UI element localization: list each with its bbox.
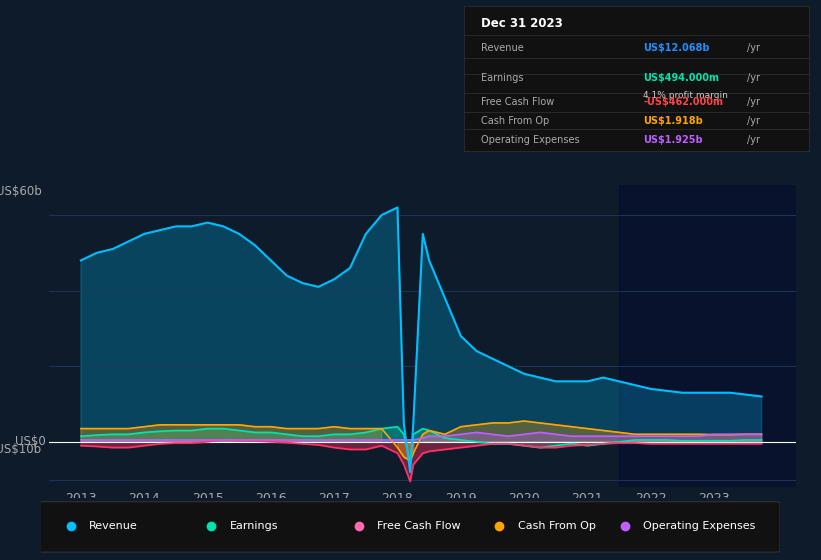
Text: US$12.068b: US$12.068b	[643, 43, 709, 53]
Text: -US$10b: -US$10b	[0, 443, 42, 456]
Text: 4.1% profit margin: 4.1% profit margin	[643, 91, 728, 100]
Text: Operating Expenses: Operating Expenses	[644, 521, 755, 531]
Text: Earnings: Earnings	[481, 73, 524, 83]
Text: Free Cash Flow: Free Cash Flow	[481, 97, 554, 108]
Text: /yr: /yr	[746, 97, 759, 108]
Text: US$1.918b: US$1.918b	[643, 115, 703, 125]
Text: Revenue: Revenue	[89, 521, 138, 531]
Text: Free Cash Flow: Free Cash Flow	[378, 521, 461, 531]
Text: /yr: /yr	[746, 115, 759, 125]
Text: US$0: US$0	[15, 435, 45, 449]
Text: Revenue: Revenue	[481, 43, 524, 53]
Text: Operating Expenses: Operating Expenses	[481, 134, 580, 144]
Text: US$1.925b: US$1.925b	[643, 134, 703, 144]
Text: /yr: /yr	[746, 43, 759, 53]
FancyBboxPatch shape	[34, 502, 780, 552]
Text: /yr: /yr	[746, 134, 759, 144]
Text: -US$462.000m: -US$462.000m	[643, 97, 723, 108]
Text: /yr: /yr	[746, 73, 759, 83]
Text: US$494.000m: US$494.000m	[643, 73, 719, 83]
Text: US$60b: US$60b	[0, 185, 42, 198]
Text: Cash From Op: Cash From Op	[481, 115, 549, 125]
Bar	[619, 185, 796, 487]
Text: Dec 31 2023: Dec 31 2023	[481, 17, 563, 30]
Text: Cash From Op: Cash From Op	[518, 521, 595, 531]
Text: Earnings: Earnings	[230, 521, 278, 531]
